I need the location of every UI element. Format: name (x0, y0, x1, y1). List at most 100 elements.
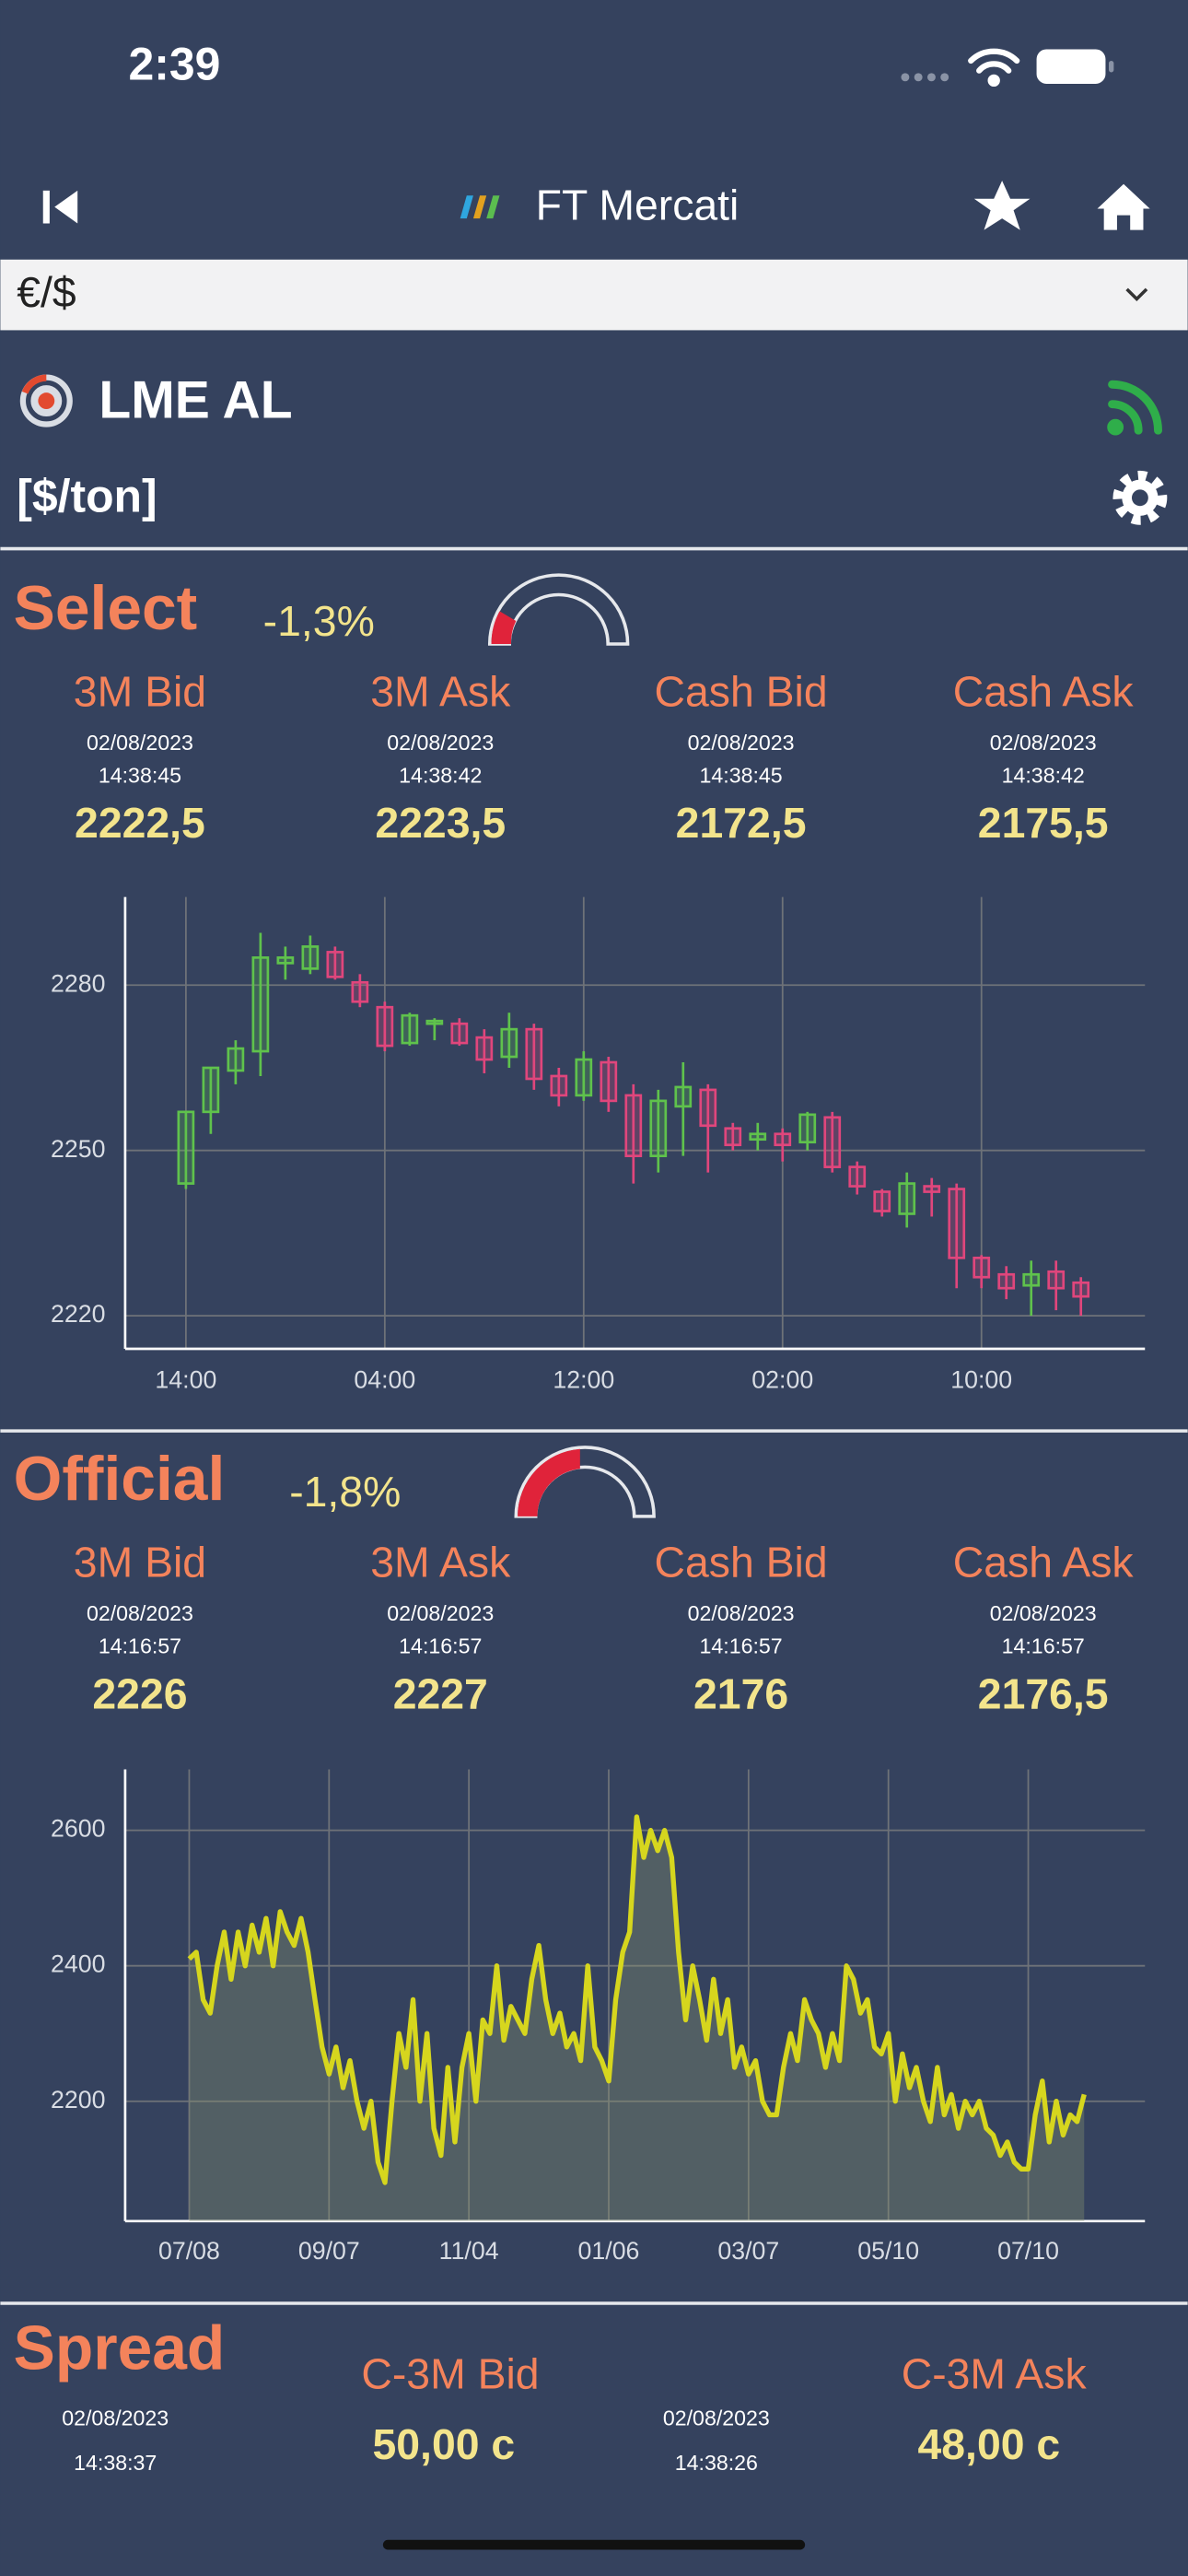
instrument-icon (19, 374, 73, 427)
x-tick-label: 09/07 (298, 2237, 360, 2265)
currency-value[interactable]: €/$ (17, 268, 76, 316)
candle-body (600, 1060, 618, 1103)
candle-body (177, 1110, 195, 1185)
home-button[interactable] (1097, 183, 1150, 230)
candle-body (973, 1256, 991, 1279)
x-tick-label: 07/08 (158, 2237, 220, 2265)
battery-icon (1036, 49, 1114, 84)
quote-label: Cash Ask (953, 1539, 1135, 1587)
spread-value: 50,00 c (372, 2420, 515, 2468)
y-tick-label: 2250 (51, 1135, 105, 1163)
quote-price: 2175,5 (978, 799, 1109, 847)
gauge (514, 1446, 656, 1518)
x-tick-label: 01/06 (578, 2237, 640, 2265)
spread-time: 14:38:37 (74, 2451, 157, 2475)
quote-label: Cash Bid (655, 668, 828, 716)
x-tick-label: 12:00 (553, 1366, 614, 1394)
home-indicator (382, 2539, 806, 2550)
y-tick-label: 2280 (51, 969, 105, 997)
quote-date: 02/08/2023 (387, 1601, 494, 1625)
candle-body (575, 1058, 593, 1097)
candle-body (873, 1190, 891, 1212)
candle-body (1022, 1272, 1041, 1287)
y-tick-label: 2220 (51, 1300, 105, 1328)
gauge (487, 573, 630, 646)
quote-label: 3M Ask (370, 668, 511, 716)
candle-body (997, 1272, 1016, 1290)
candle-body (227, 1047, 245, 1072)
quote-price: 2176,5 (978, 1669, 1109, 1717)
settings-button[interactable] (1112, 470, 1168, 525)
candle-body (202, 1066, 220, 1114)
quote-date: 02/08/2023 (688, 1601, 795, 1625)
quote-time: 14:38:45 (99, 764, 181, 788)
quote-price: 2226 (92, 1669, 187, 1717)
candle-body (550, 1074, 568, 1097)
change-percent: -1,8% (289, 1468, 401, 1516)
x-tick-label: 11/04 (439, 2237, 499, 2265)
candle-body (898, 1182, 916, 1215)
quote-label: Cash Ask (953, 668, 1135, 716)
spread-label: C-3M Ask (902, 2349, 1088, 2397)
candle-body (326, 951, 344, 978)
quote-time: 14:16:57 (1002, 1634, 1085, 1658)
y-tick-label: 2400 (51, 1950, 105, 1978)
quote-label: Cash Bid (655, 1539, 828, 1587)
quote-date: 02/08/2023 (87, 731, 193, 755)
quote-label: 3M Bid (74, 668, 206, 716)
unit-label: [$/ton] (17, 470, 157, 521)
x-tick-label: 10:00 (950, 1366, 1012, 1394)
spread-date: 02/08/2023 (663, 2406, 770, 2430)
back-button[interactable] (42, 190, 78, 224)
quote-time: 14:38:45 (699, 764, 782, 788)
quote-price: 2227 (393, 1669, 488, 1717)
spread-date: 02/08/2023 (62, 2406, 169, 2430)
candle-body (923, 1185, 941, 1193)
status-time: 2:39 (128, 38, 220, 89)
candle-body (425, 1019, 444, 1025)
x-tick-label: 07/10 (997, 2237, 1059, 2265)
candle-body (1047, 1270, 1066, 1290)
candle-body (1072, 1281, 1090, 1298)
candle-body (276, 956, 295, 965)
candle-body (351, 980, 369, 1003)
quote-price: 2172,5 (676, 799, 807, 847)
x-tick-label: 05/10 (857, 2237, 919, 2265)
candle-body (450, 1022, 469, 1045)
candle-body (774, 1132, 792, 1147)
quote-time: 14:38:42 (1002, 764, 1085, 788)
y-tick-label: 2600 (51, 1815, 105, 1843)
candle-body (376, 1005, 394, 1048)
signal-icon (901, 73, 949, 82)
quote-label: 3M Bid (74, 1539, 206, 1587)
y-tick-label: 2200 (51, 2086, 105, 2113)
quote-date: 02/08/2023 (688, 731, 795, 755)
candle-body (624, 1094, 643, 1158)
quote-time: 14:16:57 (699, 1634, 782, 1658)
quote-date: 02/08/2023 (87, 1601, 193, 1625)
candle-body (301, 945, 320, 970)
candle-body (798, 1113, 817, 1144)
candle-body (848, 1165, 867, 1188)
instrument-name: LME AL (99, 371, 292, 430)
quote-time: 14:16:57 (399, 1634, 482, 1658)
section-title: Select (14, 574, 198, 643)
candle-body (823, 1116, 842, 1168)
app-logo (460, 195, 500, 219)
spread-value: 48,00 c (918, 2420, 1061, 2468)
spread-label: C-3M Bid (361, 2349, 539, 2397)
nav-title: FT Mercati (536, 181, 740, 229)
dropdown-chevron[interactable] (1125, 287, 1148, 302)
x-tick-label: 14:00 (155, 1366, 216, 1394)
feed-icon[interactable] (1107, 380, 1162, 436)
candle-body (749, 1132, 767, 1142)
candle-body (649, 1099, 668, 1158)
x-tick-label: 04:00 (354, 1366, 415, 1394)
candle-body (699, 1088, 717, 1128)
candle-body (251, 956, 270, 1053)
change-percent: -1,3% (263, 597, 375, 645)
currency-selector[interactable] (0, 259, 1188, 331)
quote-price: 2222,5 (75, 799, 205, 847)
